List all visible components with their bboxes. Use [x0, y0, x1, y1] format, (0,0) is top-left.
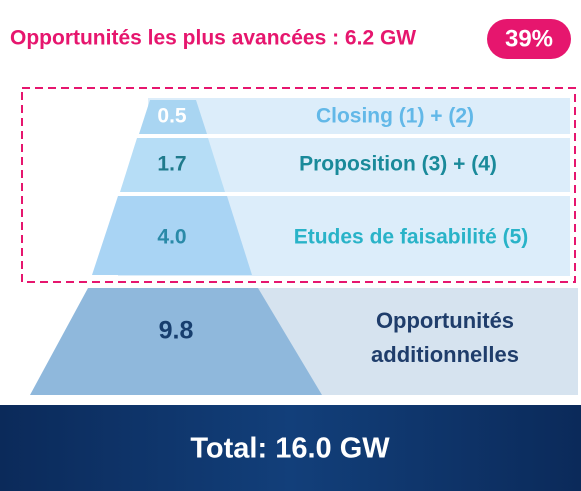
tier-label: Etudes de faisabilité (5) — [294, 226, 529, 249]
band — [148, 98, 570, 134]
badge-text: 39% — [505, 25, 553, 52]
tier — [139, 100, 207, 134]
tier-value: 1.7 — [157, 153, 186, 176]
tier-label: Opportunités additionnelles — [371, 308, 519, 367]
header-title: Opportunités les plus avancées : 6.2 GW — [10, 27, 416, 50]
badge — [487, 19, 571, 59]
total: Total: 16.0 GW — [190, 433, 390, 465]
highlight-box — [21, 87, 576, 283]
tier — [92, 196, 252, 275]
tier-value: 4.0 — [157, 226, 186, 249]
tier-label: Proposition (3) + (4) — [299, 153, 497, 176]
tier-label: Closing (1) + (2) — [316, 105, 474, 128]
tier-value: 0.5 — [157, 105, 187, 128]
footer — [0, 405, 581, 491]
tier — [30, 288, 322, 395]
tier — [120, 138, 225, 192]
tier-value: 9.8 — [159, 317, 194, 345]
